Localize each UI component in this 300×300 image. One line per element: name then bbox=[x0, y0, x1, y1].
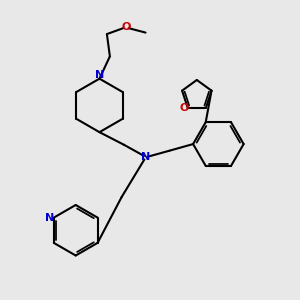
Text: N: N bbox=[95, 70, 104, 80]
Text: O: O bbox=[122, 22, 131, 32]
Text: N: N bbox=[45, 213, 54, 223]
Text: O: O bbox=[179, 103, 189, 113]
Text: N: N bbox=[141, 152, 150, 162]
